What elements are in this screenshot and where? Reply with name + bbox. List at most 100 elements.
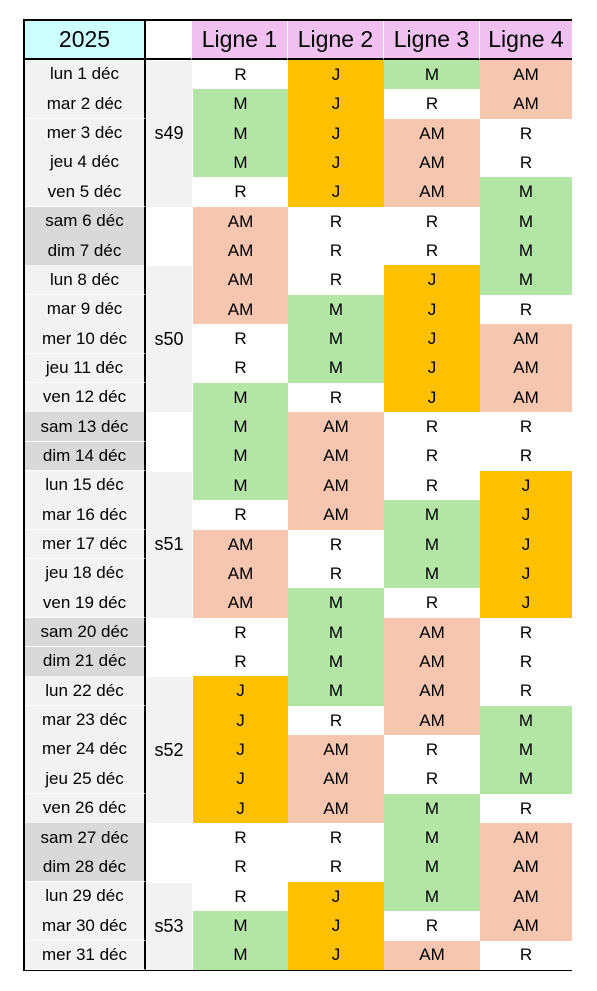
schedule-cell: AM <box>480 911 572 941</box>
schedule-cell: R <box>480 148 572 178</box>
schedule-cell: M <box>480 177 572 208</box>
schedule-cell: J <box>384 353 480 384</box>
schedule-cell: AM <box>384 617 480 648</box>
schedule-cell: J <box>480 470 572 501</box>
schedule-cell: AM <box>288 470 384 501</box>
schedule-cell: R <box>384 206 480 237</box>
schedule-cell: M <box>480 265 572 296</box>
schedule-cell: M <box>480 764 572 795</box>
date-cell: mar 16 déc <box>25 500 146 531</box>
schedule-cell: AM <box>192 236 288 266</box>
schedule-cell: M <box>192 412 288 443</box>
schedule-cell: AM <box>288 735 384 765</box>
week-header-blank <box>146 21 192 60</box>
schedule-cell: AM <box>192 558 288 589</box>
schedule-cell: R <box>480 676 572 707</box>
date-cell: lun 22 déc <box>25 676 146 707</box>
schedule-cell: J <box>192 676 288 707</box>
date-cell: sam 6 déc <box>25 206 146 237</box>
schedule-cell: R <box>192 324 288 354</box>
schedule-cell: R <box>192 177 288 208</box>
schedule-cell: J <box>480 558 572 589</box>
date-cell: ven 26 déc <box>25 793 146 824</box>
schedule-cell: R <box>288 705 384 736</box>
date-cell: ven 12 déc <box>25 382 146 413</box>
schedule-cell: M <box>480 206 572 237</box>
schedule-cell: M <box>384 500 480 531</box>
schedule-cell: AM <box>480 324 572 354</box>
date-cell: lun 15 déc <box>25 470 146 501</box>
schedule-cell: J <box>288 148 384 178</box>
date-cell: mar 2 déc <box>25 89 146 120</box>
schedule-cell: AM <box>480 353 572 384</box>
schedule-cell: AM <box>480 852 572 883</box>
line-header-3: Ligne 3 <box>384 21 480 60</box>
schedule-cell: M <box>384 852 480 883</box>
date-cell: ven 19 déc <box>25 588 146 619</box>
schedule-cell: R <box>384 89 480 120</box>
schedule-cell: J <box>288 118 384 149</box>
schedule-cell: AM <box>384 676 480 707</box>
schedule-cell: AM <box>288 764 384 795</box>
schedule-cell: AM <box>192 529 288 560</box>
schedule-cell: M <box>384 60 480 90</box>
schedule-cell: J <box>384 382 480 413</box>
schedule-cell: R <box>480 647 572 677</box>
week-cell-bg <box>146 236 192 266</box>
week-cell-bg <box>146 412 192 443</box>
schedule-cell: M <box>192 118 288 149</box>
date-cell: lun 29 déc <box>25 881 146 912</box>
schedule-cell: M <box>480 705 572 736</box>
schedule-cell: M <box>288 617 384 648</box>
schedule-cell: R <box>288 265 384 296</box>
schedule-cell: R <box>192 881 288 912</box>
schedule-cell: R <box>288 206 384 237</box>
date-cell: sam 13 déc <box>25 412 146 443</box>
schedule-cell: AM <box>288 412 384 443</box>
week-label: s53 <box>146 881 192 970</box>
schedule-cell: R <box>288 382 384 413</box>
schedule-cell: M <box>480 236 572 266</box>
schedule-cell: J <box>288 911 384 941</box>
schedule-cell: AM <box>480 881 572 912</box>
schedule-cell: M <box>288 647 384 677</box>
schedule-cell: M <box>384 881 480 912</box>
schedule-cell: R <box>288 236 384 266</box>
schedule-cell: M <box>288 676 384 707</box>
schedule-cell: AM <box>480 89 572 120</box>
schedule-cell: AM <box>288 500 384 531</box>
schedule-cell: M <box>192 470 288 501</box>
schedule-cell: R <box>480 793 572 824</box>
schedule-cell: J <box>288 60 384 90</box>
schedule-cell: AM <box>384 647 480 677</box>
week-cell-bg <box>146 206 192 237</box>
schedule-cell: AM <box>480 823 572 853</box>
schedule-cell: R <box>480 940 572 971</box>
schedule-cell: R <box>192 500 288 531</box>
schedule-cell: M <box>384 823 480 853</box>
schedule-cell: R <box>288 558 384 589</box>
schedule-cell: J <box>288 177 384 208</box>
schedule-cell: AM <box>192 265 288 296</box>
schedule-cell: R <box>384 911 480 941</box>
schedule-cell: R <box>192 60 288 90</box>
schedule-cell: J <box>384 265 480 296</box>
schedule-cell: R <box>384 470 480 501</box>
date-cell: dim 21 déc <box>25 647 146 677</box>
week-label: s52 <box>146 676 192 824</box>
schedule-cell: R <box>384 764 480 795</box>
schedule-cell: AM <box>192 588 288 619</box>
date-cell: jeu 11 déc <box>25 353 146 384</box>
week-cell-bg <box>146 617 192 648</box>
schedule-cell: M <box>384 529 480 560</box>
schedule-cell: AM <box>384 940 480 971</box>
schedule-cell: J <box>288 881 384 912</box>
line-header-2: Ligne 2 <box>288 21 384 60</box>
date-cell: mer 24 déc <box>25 735 146 765</box>
date-cell: ven 5 déc <box>25 177 146 208</box>
date-cell: sam 20 déc <box>25 617 146 648</box>
schedule-cell: J <box>192 705 288 736</box>
schedule-cell: J <box>192 793 288 824</box>
date-cell: dim 7 déc <box>25 236 146 266</box>
schedule-cell: AM <box>288 793 384 824</box>
